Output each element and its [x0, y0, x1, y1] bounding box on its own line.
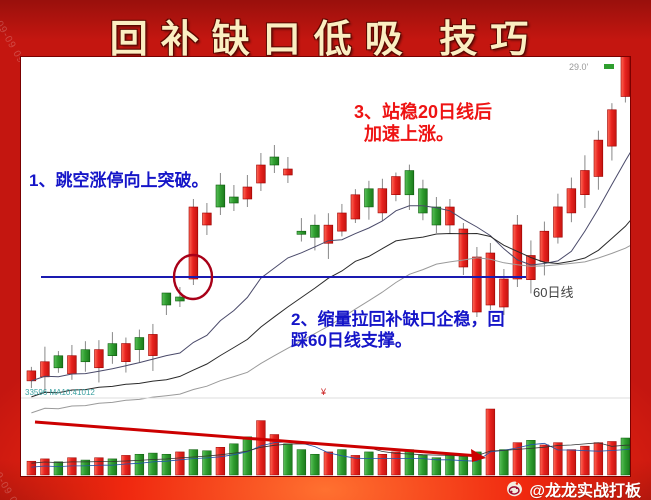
svg-text:60日线: 60日线 — [533, 285, 573, 300]
svg-text:29.0': 29.0' — [569, 62, 589, 72]
svg-text:¥: ¥ — [320, 387, 327, 397]
svg-text:33596 MA10:41012: 33596 MA10:41012 — [25, 388, 95, 397]
